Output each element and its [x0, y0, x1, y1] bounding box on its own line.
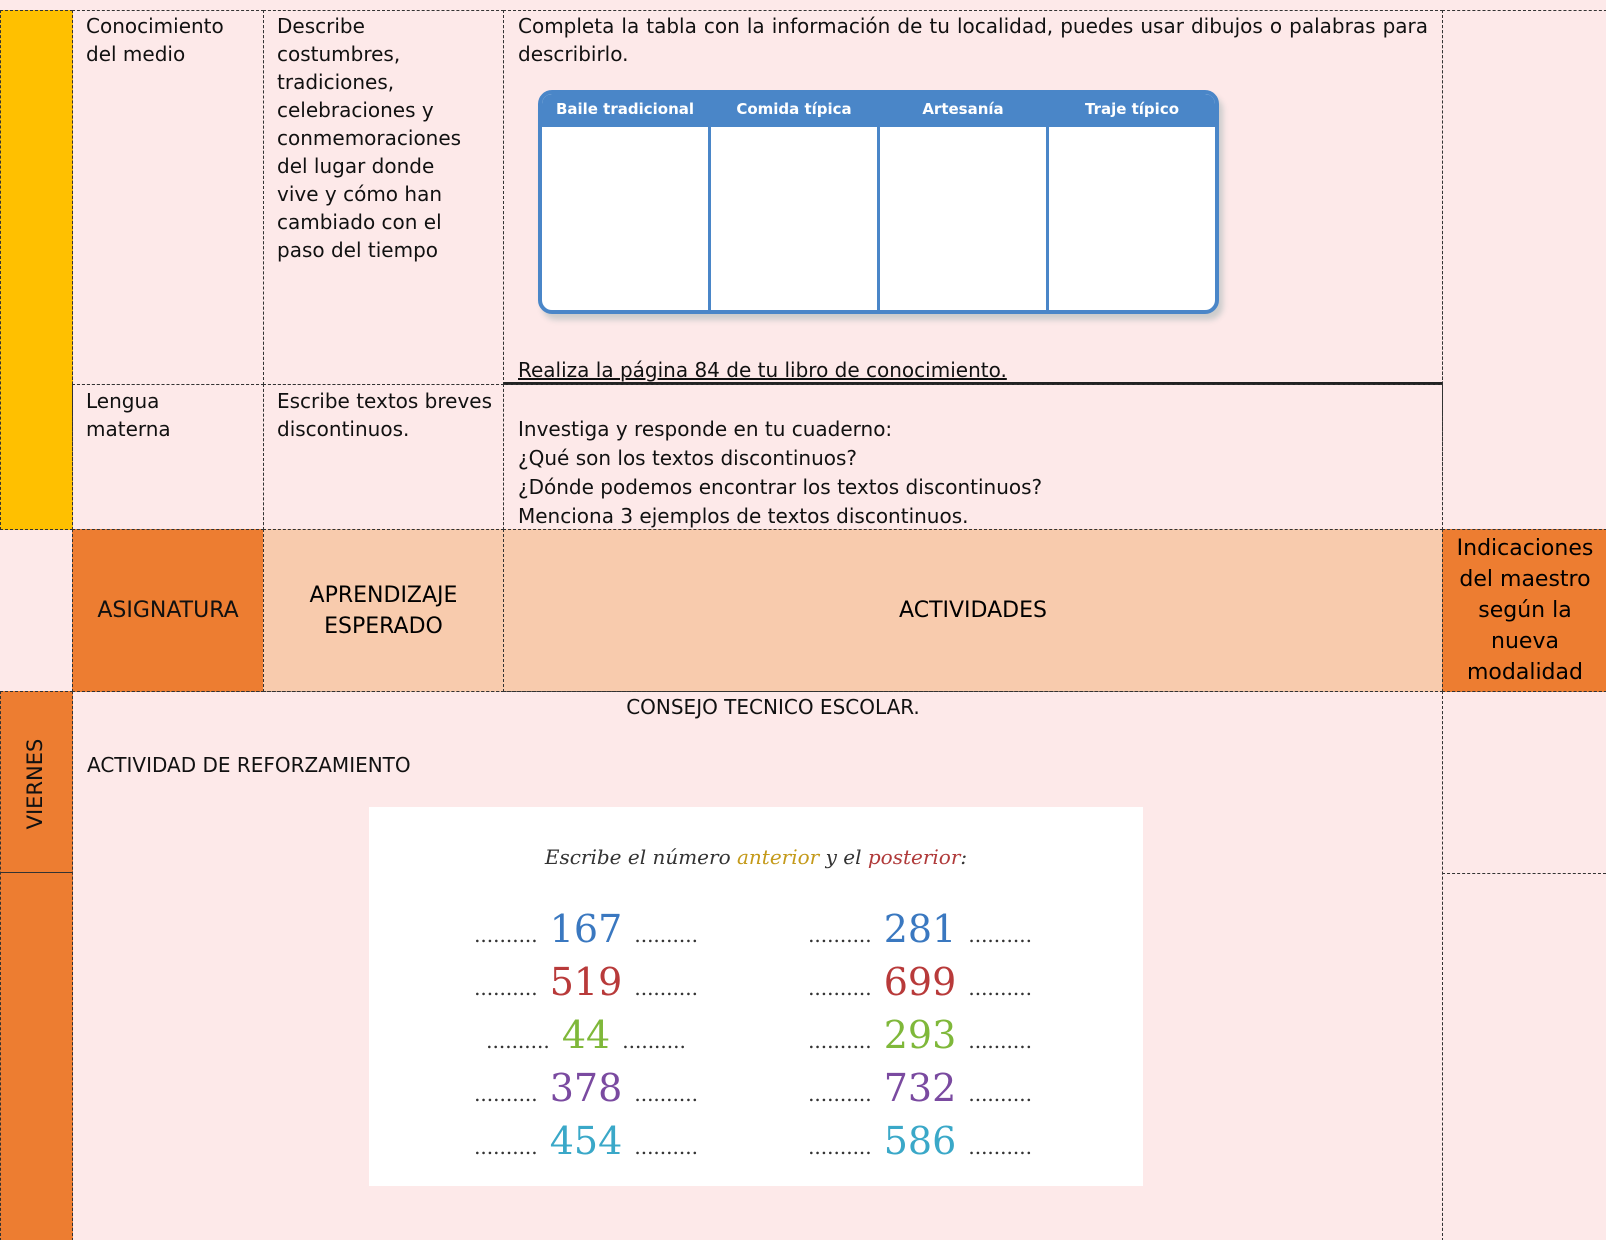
column: Traje típico: [1049, 94, 1215, 310]
number-line: .......... 699 ..........: [760, 960, 1080, 1004]
number: 378: [549, 1066, 623, 1110]
column-header: Comida típica: [711, 94, 877, 127]
number-line: .......... 281 ..........: [760, 907, 1080, 951]
blank: ..........: [634, 923, 698, 947]
cell: [1442, 10, 1606, 530]
number: 454: [549, 1119, 623, 1163]
number: 167: [549, 907, 623, 951]
number-line: .......... 732 ..........: [760, 1066, 1080, 1110]
instruction: Escribe el número anterior y el posterio…: [369, 845, 1143, 869]
divider: [1442, 873, 1606, 874]
blank: ..........: [808, 1082, 872, 1106]
column: Baile tradicional: [542, 94, 711, 310]
blank: ..........: [968, 976, 1032, 1000]
number: 586: [883, 1119, 957, 1163]
number-line: .......... 454 ..........: [426, 1119, 746, 1163]
number: 44: [561, 1013, 611, 1057]
number-line: .......... 44 ..........: [426, 1013, 746, 1057]
header-notes: Indicaciones del maestro según la nueva …: [1442, 529, 1606, 692]
activity: Realiza la página 84 de tu libro de cono…: [518, 358, 1007, 382]
header-expected: APRENDIZAJE ESPERADO: [263, 529, 504, 692]
blank: ..........: [474, 1082, 538, 1106]
subject: Lengua materna: [86, 389, 171, 441]
text: Escribe el número: [544, 845, 737, 869]
number: 699: [883, 960, 957, 1004]
column: Comida típica: [711, 94, 880, 310]
blank: ..........: [474, 976, 538, 1000]
blank: ..........: [968, 923, 1032, 947]
expected: Describe costumbres, tradiciones, celebr…: [277, 14, 462, 262]
blank: ..........: [968, 1135, 1032, 1159]
divider: [0, 872, 72, 873]
text: anterior: [736, 845, 820, 869]
column-header: Artesanía: [880, 94, 1046, 127]
number-line: .......... 167 ..........: [426, 907, 746, 951]
number-line: .......... 519 ..........: [426, 960, 746, 1004]
local-table: Baile tradicional Comida típica Artesaní…: [538, 90, 1219, 314]
blank: ..........: [474, 1135, 538, 1159]
day-column: [0, 691, 73, 1240]
blank: ..........: [808, 923, 872, 947]
day: VIERNES: [23, 738, 47, 830]
number-line: .......... 293 ..........: [760, 1013, 1080, 1057]
text: posterior: [867, 845, 961, 869]
blank: ..........: [808, 976, 872, 1000]
activity: ¿Dónde podemos encontrar los textos disc…: [518, 475, 1043, 499]
expected: Escribe textos breves discontinuos.: [277, 389, 493, 441]
subtitle: ACTIVIDAD DE REFORZAMIENTO: [87, 753, 411, 777]
side-bar: [0, 10, 73, 530]
number: 732: [883, 1066, 957, 1110]
exercise: Escribe el número anterior y el posterio…: [369, 807, 1143, 1186]
number: 281: [883, 907, 957, 951]
blank: ..........: [622, 1029, 686, 1053]
title: CONSEJO TECNICO ESCOLAR.: [626, 695, 920, 719]
blank: ..........: [474, 923, 538, 947]
activity: Investiga y responde en tu cuaderno:: [518, 417, 893, 441]
blank: ..........: [634, 976, 698, 1000]
cell: [1442, 691, 1606, 1240]
blank: ..........: [968, 1029, 1032, 1053]
number-line: .......... 586 ..........: [760, 1119, 1080, 1163]
number-line: .......... 378 ..........: [426, 1066, 746, 1110]
column: Artesanía: [880, 94, 1049, 310]
number: 293: [883, 1013, 957, 1057]
activity: Completa la tabla con la información de …: [518, 14, 1428, 66]
header-subject: ASIGNATURA: [72, 529, 264, 692]
blank: ..........: [808, 1135, 872, 1159]
blank: ..........: [808, 1029, 872, 1053]
number: 519: [549, 960, 623, 1004]
text: :: [960, 845, 968, 869]
activity: ¿Qué son los textos discontinuos?: [518, 446, 858, 470]
blank: ..........: [486, 1029, 550, 1053]
column-header: Traje típico: [1049, 94, 1215, 127]
blank: ..........: [968, 1082, 1032, 1106]
blank: ..........: [634, 1135, 698, 1159]
header-activities: ACTIVIDADES: [503, 529, 1443, 692]
text: y el: [819, 845, 868, 869]
activity: Menciona 3 ejemplos de textos discontinu…: [518, 504, 969, 528]
blank: ..........: [634, 1082, 698, 1106]
subject: Conocimiento del medio: [86, 14, 224, 66]
column-header: Baile tradicional: [542, 94, 708, 127]
